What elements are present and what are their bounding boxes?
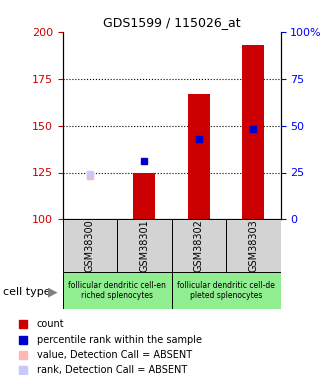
Text: GSM38303: GSM38303 [248, 219, 258, 272]
Text: follicular dendritic cell-en
riched splenocytes: follicular dendritic cell-en riched sple… [68, 281, 166, 300]
Bar [172, 219, 226, 272]
Bar [117, 219, 172, 272]
Title: GDS1599 / 115026_at: GDS1599 / 115026_at [103, 16, 241, 29]
Text: rank, Detection Call = ABSENT: rank, Detection Call = ABSENT [37, 365, 187, 375]
Bar [243, 45, 264, 219]
Text: cell type: cell type [3, 287, 51, 297]
Text: value, Detection Call = ABSENT: value, Detection Call = ABSENT [37, 350, 192, 360]
Text: count: count [37, 319, 65, 329]
Text: GSM38301: GSM38301 [139, 219, 149, 272]
Text: GSM38302: GSM38302 [194, 219, 204, 272]
Bar [172, 272, 280, 309]
Bar [226, 219, 280, 272]
Bar [63, 272, 172, 309]
Bar [63, 219, 117, 272]
Text: GSM38300: GSM38300 [85, 219, 95, 272]
Bar [134, 172, 155, 219]
Text: percentile rank within the sample: percentile rank within the sample [37, 335, 202, 345]
Text: ▶: ▶ [48, 285, 57, 298]
Bar [188, 94, 210, 219]
Text: follicular dendritic cell-de
pleted splenocytes: follicular dendritic cell-de pleted sple… [177, 281, 275, 300]
